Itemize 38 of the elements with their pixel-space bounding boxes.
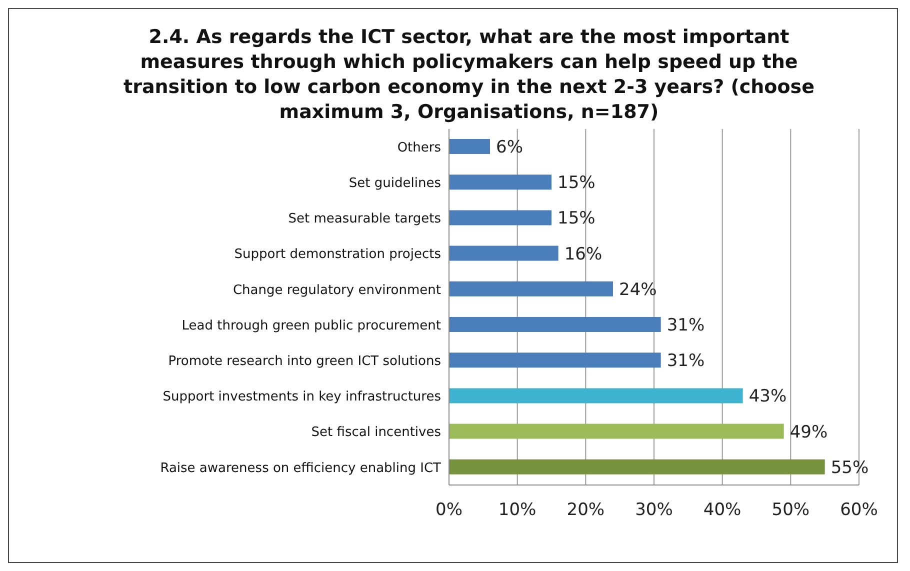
y-tick-label: Raise awareness on efficiency enabling ICT — [160, 460, 442, 476]
x-tick-label: 0% — [436, 500, 462, 520]
bar — [449, 246, 558, 261]
bar — [449, 210, 552, 226]
data-label: 31% — [666, 351, 705, 372]
bar — [449, 139, 490, 154]
data-label: 24% — [619, 280, 657, 300]
x-tick-label: 30% — [635, 500, 673, 520]
x-tick-label: 60% — [840, 500, 878, 520]
bar — [449, 388, 743, 404]
x-tick-label: 10% — [498, 500, 536, 520]
data-label: 49% — [790, 422, 828, 442]
y-tick-label: Support demonstration projects — [234, 247, 442, 262]
data-label: 6% — [496, 138, 523, 158]
bar — [449, 317, 661, 332]
bar — [449, 459, 825, 474]
y-tick-label: Promote research into green ICT solutions — [168, 354, 442, 370]
y-tick-label: Support investments in key infrastructures — [162, 390, 442, 405]
x-tick-label: 40% — [703, 500, 742, 520]
y-tick-label: Others — [397, 140, 442, 156]
bar — [449, 424, 784, 439]
y-tick-label: Lead through green public procurement — [182, 318, 441, 334]
y-tick-label: Set measurable targets — [288, 212, 442, 227]
chart-title: 2.4. As regards the ICT sector, what are the most important measures through which policymakers can help speed up the transition to low carbon economy in the next 2-3 years? (choose maximum 3, Organisations, n=187) — [122, 25, 816, 125]
bar — [449, 281, 613, 296]
data-label: 15% — [558, 173, 596, 194]
x-tick-label: 20% — [566, 500, 605, 520]
y-tick-label: Change regulatory environment — [232, 282, 441, 298]
bar — [449, 174, 552, 190]
data-label: 55% — [830, 458, 869, 478]
data-label: 43% — [748, 386, 787, 407]
data-label: 15% — [558, 208, 596, 229]
y-tick-label: Set fiscal incentives — [311, 425, 442, 440]
y-tick-label: Set guidelines — [348, 176, 442, 192]
x-tick-label: 50% — [772, 500, 810, 520]
bar — [449, 352, 661, 368]
data-label: 31% — [666, 316, 705, 336]
data-label: 16% — [564, 244, 602, 264]
